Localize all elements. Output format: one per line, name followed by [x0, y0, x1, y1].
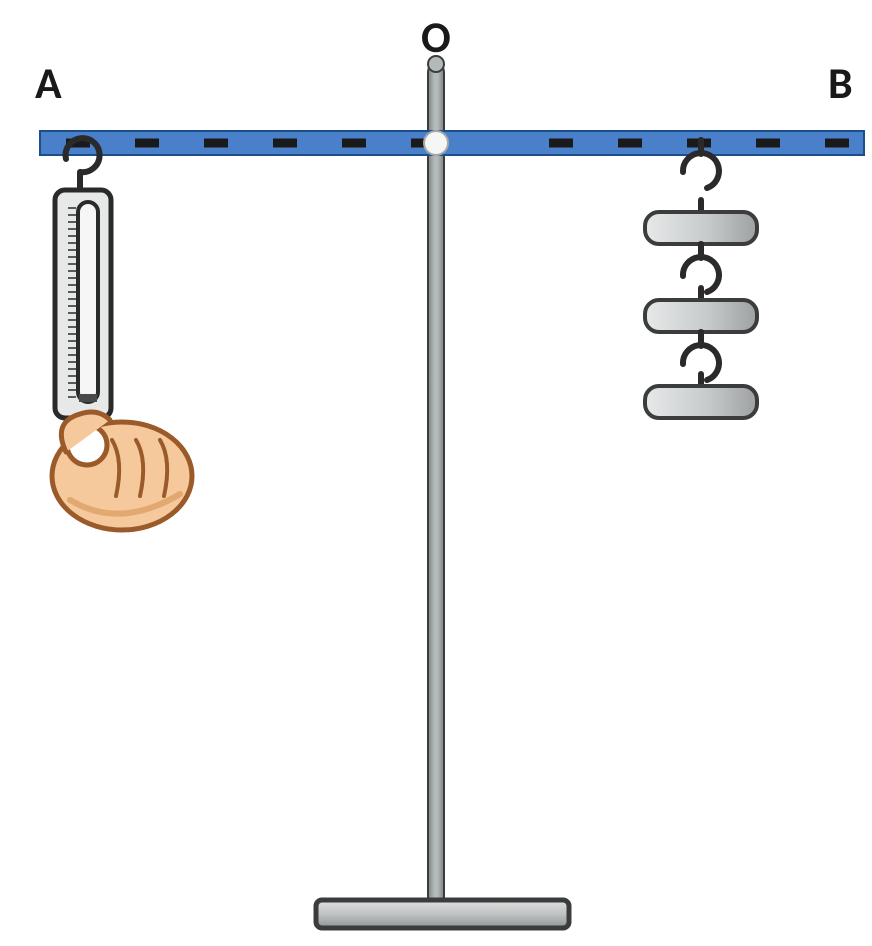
- weight-disc: [645, 386, 757, 418]
- lever-hole: [825, 139, 849, 148]
- weight-disc: [645, 300, 757, 332]
- lever-hole: [342, 139, 366, 148]
- fulcrum-point: [424, 131, 448, 155]
- label-O: O: [421, 10, 451, 64]
- lever-hole: [135, 139, 159, 148]
- scale-indicator: [79, 394, 97, 402]
- stand-pole: [428, 64, 444, 912]
- lever-hole: [204, 139, 228, 148]
- lever-hole: [549, 139, 573, 148]
- stand-base: [316, 900, 569, 928]
- label-A: A: [35, 56, 62, 110]
- weight-disc: [645, 212, 757, 244]
- lever-bar: [40, 131, 864, 155]
- lever-hole: [618, 139, 642, 148]
- label-B: B: [828, 56, 853, 110]
- lever-hole: [756, 139, 780, 148]
- lever-hole: [273, 139, 297, 148]
- scale-window: [78, 202, 98, 402]
- hand-icon: [52, 412, 192, 530]
